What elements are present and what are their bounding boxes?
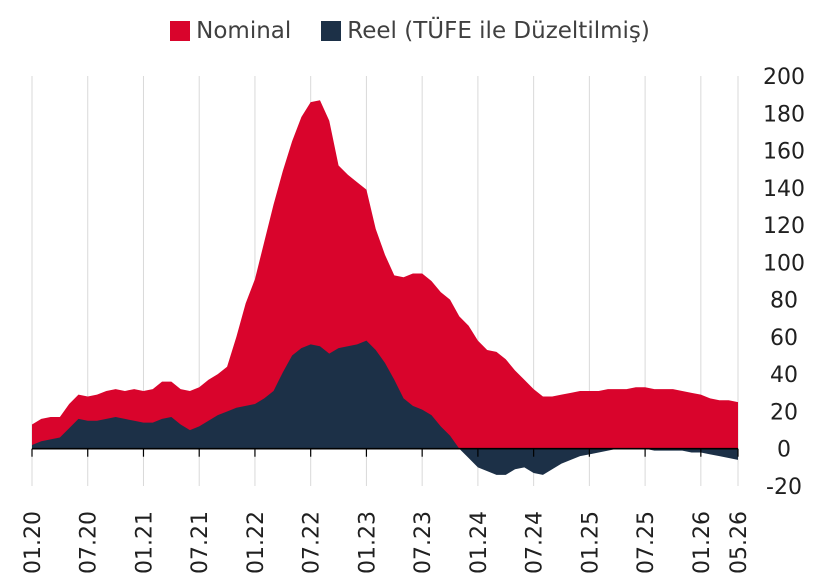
x-tick-label: 07.25 (634, 511, 659, 574)
x-tick-label: 01.20 (21, 511, 46, 574)
x-tick-label: 07.20 (77, 511, 102, 574)
legend-swatch-nominal (170, 21, 191, 41)
y-tick-label: 160 (763, 140, 805, 165)
y-tick-label: 140 (763, 177, 805, 202)
y-tick-label: -20 (766, 475, 802, 500)
x-tick-label: 07.23 (411, 511, 436, 574)
x-tick-label: 01.21 (132, 511, 157, 574)
x-tick-label: 01.25 (578, 511, 603, 574)
y-tick-label: 20 (770, 400, 798, 425)
y-tick-label: 60 (770, 326, 798, 351)
x-tick-label: 01.22 (244, 511, 269, 574)
x-tick-label: 01.24 (467, 511, 492, 574)
y-tick-label: 100 (763, 251, 805, 276)
y-tick-label: 200 (763, 65, 805, 90)
x-tick-label: 07.24 (523, 511, 548, 574)
legend-swatch-reel (321, 21, 342, 41)
y-tick-label: 0 (777, 438, 791, 463)
x-tick-label: 07.22 (300, 511, 325, 574)
y-tick-label: 80 (770, 289, 798, 314)
x-tick-label: 05.26 (727, 511, 752, 574)
x-tick-label: 07.21 (188, 511, 213, 574)
y-tick-label: 180 (763, 102, 805, 127)
y-tick-label: 40 (770, 363, 798, 388)
legend-label-reel: Reel (TÜFE ile Düzeltilmiş) (347, 18, 650, 44)
y-tick-label: 120 (763, 214, 805, 239)
legend-label-nominal: Nominal (196, 18, 292, 44)
x-tick-label: 01.26 (690, 511, 715, 574)
legend-item-nominal: Nominal (170, 18, 291, 44)
legend-item-reel: Reel (TÜFE ile Düzeltilmiş) (321, 18, 650, 44)
area-series-nominal (32, 100, 738, 449)
area-series-reel (32, 340, 738, 475)
x-tick-label: 01.23 (355, 511, 380, 574)
legend: Nominal Reel (TÜFE ile Düzeltilmiş) (0, 18, 820, 44)
